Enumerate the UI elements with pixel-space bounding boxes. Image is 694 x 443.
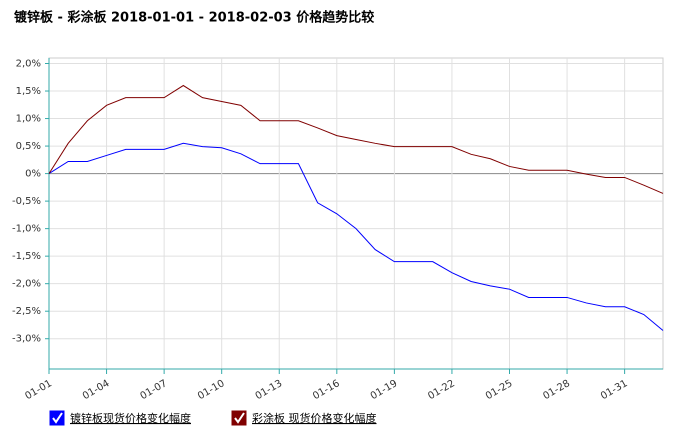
y-tick-label: -1,5%	[12, 251, 41, 262]
x-tick-label: 01-16	[311, 378, 342, 402]
x-tick-label: 01-28	[541, 378, 572, 402]
x-tick-label: 01-31	[599, 378, 630, 402]
x-tick-label: 01-13	[254, 378, 285, 402]
y-tick-label: -0,5%	[12, 196, 41, 207]
legend-check	[234, 412, 245, 424]
y-tick-label: -2,0%	[12, 279, 41, 290]
y-tick-label: -3,0%	[12, 334, 41, 345]
x-tick-label: 01-04	[81, 378, 112, 402]
x-tick-label: 01-22	[426, 378, 457, 402]
legend-label: 镀锌板现货价格变化幅度	[70, 411, 191, 425]
legend-item: 彩涂板 现货价格变化幅度	[231, 410, 377, 426]
x-tick-label: 01-01	[23, 378, 54, 402]
x-tick-label: 01-19	[369, 378, 400, 402]
y-tick-label: 1,5%	[16, 86, 41, 97]
series-line	[48, 142, 664, 331]
y-tick-label: 0,5%	[16, 141, 41, 152]
legend-item: 镀锌板现货价格变化幅度	[49, 410, 191, 426]
y-tick-label: 2,0%	[16, 59, 41, 70]
x-tick-label: 01-07	[138, 378, 169, 402]
y-tick-label: 0%	[25, 169, 41, 180]
chart-title: 镀锌板 - 彩涂板 2018-01-01 - 2018-02-03 价格趋势比较	[14, 10, 374, 26]
x-tick-label: 01-25	[484, 378, 515, 402]
legend-label: 彩涂板 现货价格变化幅度	[252, 411, 377, 425]
x-tick-label: 01-10	[196, 378, 227, 402]
series-line	[48, 84, 664, 194]
y-tick-label: -1,0%	[12, 224, 41, 235]
plot-area	[48, 57, 664, 370]
y-tick-label: -2,5%	[12, 306, 41, 317]
legend-check	[52, 412, 63, 424]
y-tick-label: 1,0%	[16, 114, 41, 125]
